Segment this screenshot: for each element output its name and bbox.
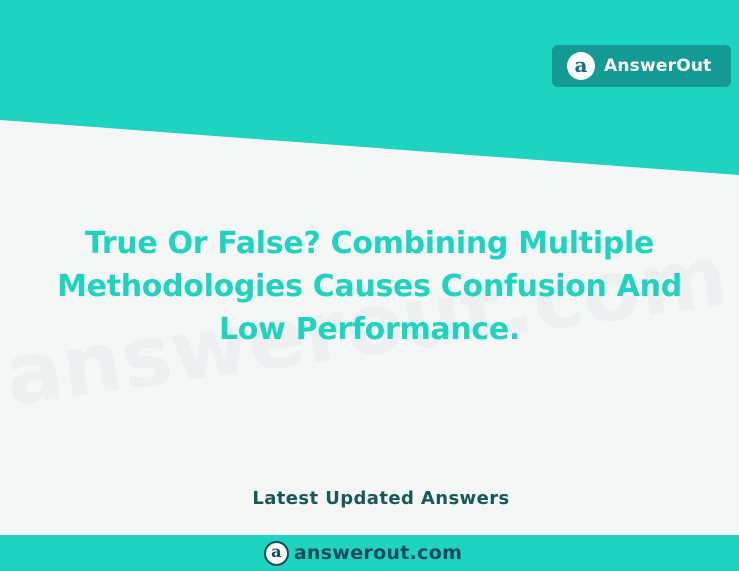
footer-bar: a answerout.com bbox=[0, 535, 739, 571]
footer-domain: answerout.com bbox=[293, 542, 463, 564]
brand-badge[interactable]: a AnswerOut bbox=[552, 45, 731, 87]
footer-domain-link[interactable]: a answerout.com bbox=[263, 540, 463, 566]
brand-name: AnswerOut bbox=[604, 56, 712, 76]
answerout-footer-logo-icon: a bbox=[263, 540, 289, 566]
latest-updated-answers-label: Latest Updated Answers bbox=[252, 488, 510, 509]
answerout-logo-icon: a bbox=[567, 52, 595, 80]
footer-logo-letter: a bbox=[271, 542, 282, 561]
brand-logo-letter: a bbox=[574, 53, 588, 77]
question-title: True Or False? Combining Multiple Method… bbox=[57, 226, 682, 347]
